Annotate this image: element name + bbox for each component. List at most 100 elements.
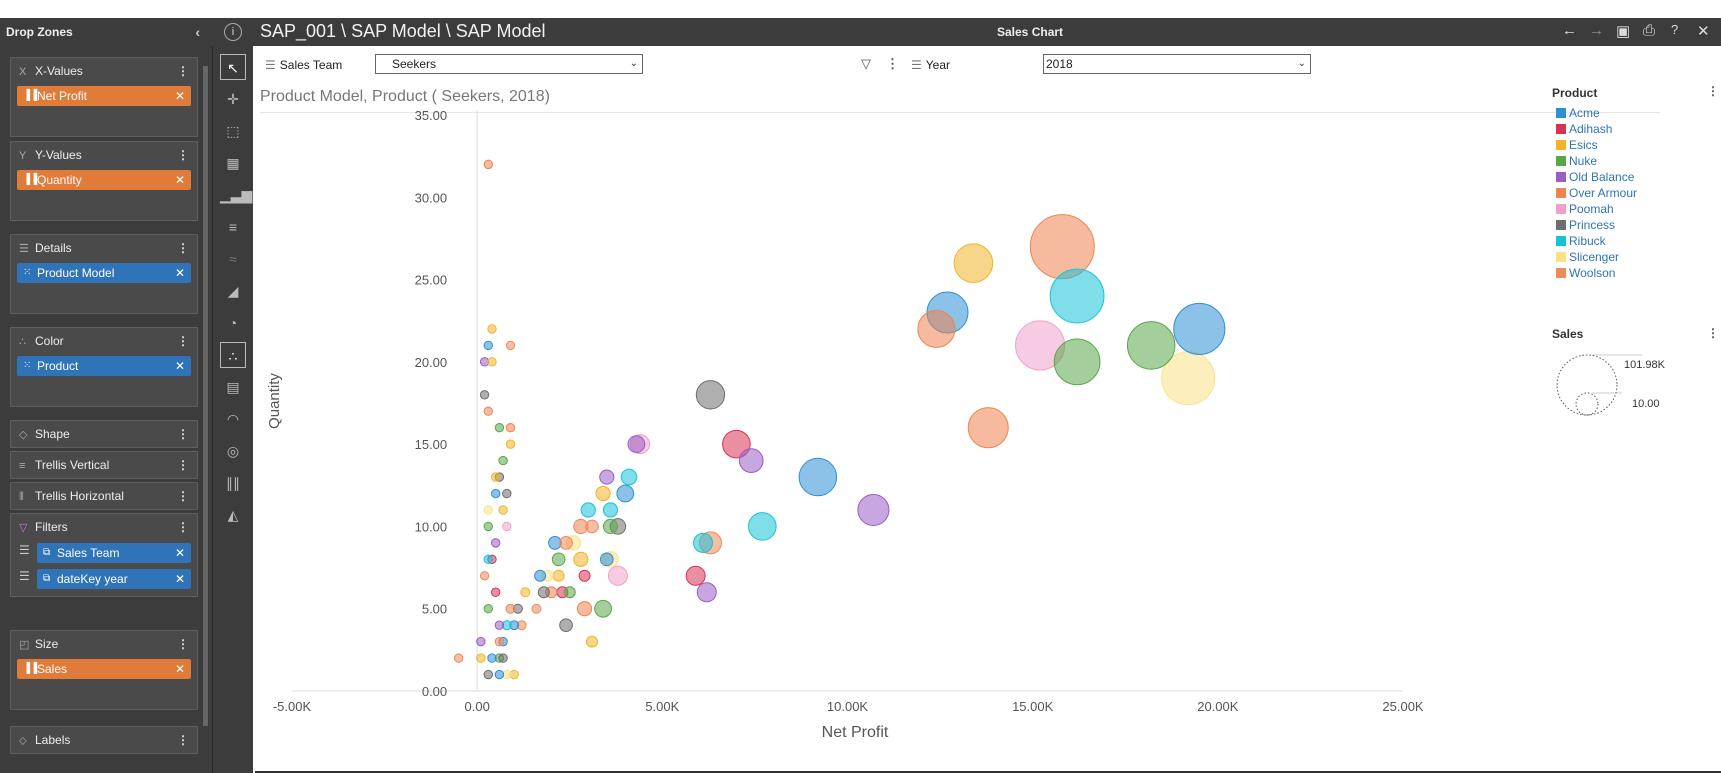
data-point[interactable] bbox=[1029, 214, 1095, 280]
data-point[interactable] bbox=[693, 532, 714, 553]
scatter-chart-icon[interactable]: ∴ bbox=[220, 342, 246, 368]
legend-item[interactable]: Nuke bbox=[1556, 154, 1597, 170]
labels-zone[interactable]: ⬦ Labels ⋮ bbox=[10, 726, 198, 754]
size-field-pill[interactable]: ▐▐ Sales ✕ bbox=[17, 659, 191, 679]
pointer-icon[interactable]: ↖ bbox=[220, 54, 246, 80]
trellis-horizontal-zone[interactable]: ⦀ Trellis Horizontal ⋮ bbox=[10, 482, 198, 510]
globe-icon[interactable]: ◎ bbox=[226, 443, 240, 459]
more-options-icon[interactable]: ⋮ bbox=[177, 458, 189, 472]
data-point[interactable] bbox=[483, 406, 493, 416]
mountain-chart-icon[interactable]: ◭ bbox=[227, 507, 239, 523]
remove-icon[interactable]: ✕ bbox=[174, 173, 185, 187]
data-point[interactable] bbox=[722, 429, 751, 459]
data-point[interactable] bbox=[1173, 302, 1226, 355]
data-point[interactable] bbox=[857, 493, 890, 526]
data-point[interactable] bbox=[494, 669, 505, 680]
data-point[interactable] bbox=[580, 502, 596, 518]
remove-icon[interactable]: ✕ bbox=[174, 662, 185, 676]
more-options-icon[interactable]: ⋮ bbox=[177, 489, 189, 503]
data-point[interactable] bbox=[487, 653, 497, 663]
more-options-icon[interactable]: ⋮ bbox=[1707, 326, 1719, 340]
data-point[interactable] bbox=[483, 505, 493, 515]
more-options-icon[interactable]: ⋮ bbox=[177, 241, 189, 255]
data-point[interactable] bbox=[573, 551, 589, 567]
y-values-zone[interactable]: Y Y-Values ⋮ ▐▐ Quantity ✕ bbox=[10, 141, 198, 221]
data-point[interactable] bbox=[476, 636, 486, 647]
data-point[interactable] bbox=[563, 586, 576, 599]
legend-item[interactable]: Esics bbox=[1556, 138, 1598, 154]
data-point[interactable] bbox=[505, 439, 516, 449]
data-point[interactable] bbox=[453, 653, 464, 663]
more-options-icon[interactable]: ⋮ bbox=[177, 64, 189, 78]
horizontal-bar-icon[interactable]: ≡ bbox=[228, 219, 238, 235]
back-arrow-icon[interactable]: ← bbox=[1562, 22, 1577, 39]
chevron-left-icon[interactable]: ‹ bbox=[195, 24, 200, 40]
data-point[interactable] bbox=[559, 536, 573, 550]
data-point[interactable] bbox=[1126, 321, 1176, 370]
data-point[interactable] bbox=[483, 669, 493, 680]
data-point[interactable] bbox=[483, 340, 493, 351]
data-point[interactable] bbox=[578, 569, 591, 582]
color-zone[interactable]: ∴ Color ⋮ ⁙ Product ✕ bbox=[10, 327, 198, 407]
data-point[interactable] bbox=[685, 565, 706, 586]
data-point[interactable] bbox=[607, 565, 628, 586]
data-point[interactable] bbox=[494, 636, 505, 647]
legend-item[interactable]: Slicenger bbox=[1556, 250, 1619, 266]
data-point[interactable] bbox=[599, 552, 614, 567]
data-point[interactable] bbox=[490, 587, 501, 597]
data-point[interactable] bbox=[552, 569, 565, 582]
data-point[interactable] bbox=[490, 538, 501, 548]
data-point[interactable] bbox=[479, 571, 490, 581]
legend-item[interactable]: Over Armour bbox=[1556, 186, 1637, 202]
data-point[interactable] bbox=[534, 569, 547, 582]
more-options-icon[interactable]: ⋮ bbox=[177, 733, 189, 747]
more-options-icon[interactable]: ⋮ bbox=[177, 637, 189, 651]
close-icon[interactable]: ✕ bbox=[1697, 23, 1710, 40]
more-options-icon[interactable]: ⋮ bbox=[177, 148, 189, 162]
remove-icon[interactable]: ✕ bbox=[174, 572, 185, 586]
data-point[interactable] bbox=[502, 488, 512, 499]
data-point[interactable] bbox=[505, 422, 516, 433]
data-point[interactable] bbox=[483, 521, 493, 532]
legend-item[interactable]: Woolson bbox=[1556, 266, 1615, 282]
size-zone[interactable]: ◰ Size ⋮ ▐▐ Sales ✕ bbox=[10, 630, 198, 710]
remove-icon[interactable]: ✕ bbox=[174, 266, 185, 280]
more-options-icon[interactable]: ⋮ bbox=[177, 520, 189, 534]
year-select[interactable]: 2018 ⌄ bbox=[1043, 54, 1311, 74]
data-point[interactable] bbox=[483, 554, 493, 565]
details-field-pill[interactable]: ⁙ Product Model ✕ bbox=[17, 263, 191, 283]
data-point[interactable] bbox=[476, 653, 486, 663]
details-zone[interactable]: ☰ Details ⋮ ⁙ Product Model ✕ bbox=[10, 234, 198, 314]
data-point[interactable] bbox=[1053, 338, 1101, 386]
data-point[interactable] bbox=[494, 422, 505, 433]
crosshair-icon[interactable]: ✛ bbox=[227, 91, 239, 107]
data-point[interactable] bbox=[505, 603, 516, 614]
data-point[interactable] bbox=[479, 390, 490, 400]
more-options-icon[interactable]: ⋮ bbox=[886, 56, 899, 71]
legend-item[interactable]: Acme bbox=[1556, 106, 1600, 122]
data-point[interactable] bbox=[798, 457, 838, 497]
data-point[interactable] bbox=[585, 635, 598, 648]
data-point[interactable] bbox=[483, 604, 493, 614]
sales-team-select[interactable]: Seekers ⌄ bbox=[375, 54, 643, 74]
remove-icon[interactable]: ✕ bbox=[174, 546, 185, 560]
data-point[interactable] bbox=[498, 653, 508, 663]
data-point[interactable] bbox=[595, 485, 611, 502]
data-point[interactable] bbox=[599, 469, 615, 485]
drop-zones-scrollbar[interactable] bbox=[203, 66, 208, 726]
bar-chart-icon[interactable]: ▁▃▆ bbox=[220, 187, 253, 203]
remove-icon[interactable]: ✕ bbox=[174, 359, 185, 373]
data-point[interactable] bbox=[748, 512, 777, 541]
treemap-icon[interactable]: ▤ bbox=[226, 379, 240, 395]
data-point[interactable] bbox=[953, 243, 994, 283]
filters-zone[interactable]: ▽ Filters ⋮ ☰ ⧉ Sales Team ✕ ☰ ⧉ dateKey year… bbox=[10, 513, 198, 597]
filter-datekey-year-pill[interactable]: ⧉ dateKey year ✕ bbox=[37, 569, 191, 589]
data-point[interactable] bbox=[483, 159, 493, 170]
data-point[interactable] bbox=[696, 582, 717, 603]
line-chart-icon[interactable]: ≈ bbox=[229, 251, 237, 267]
data-point[interactable] bbox=[531, 603, 542, 614]
save-icon[interactable]: ▣ bbox=[1616, 23, 1631, 40]
data-point[interactable] bbox=[537, 586, 550, 599]
legend-item[interactable]: Ribuck bbox=[1556, 234, 1606, 250]
shape-zone[interactable]: ◇ Shape ⋮ bbox=[10, 420, 198, 448]
